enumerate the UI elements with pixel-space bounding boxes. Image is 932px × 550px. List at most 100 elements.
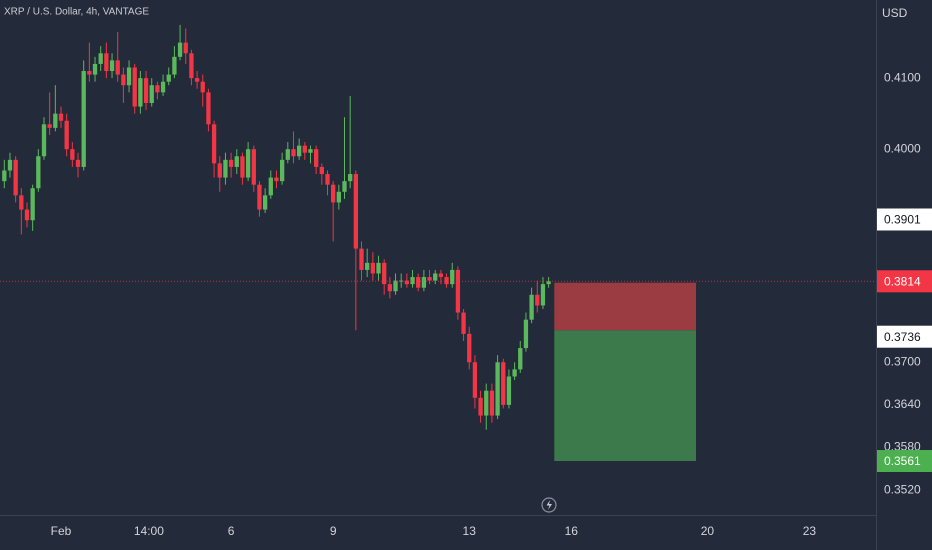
y-tick-label: 0.3520 xyxy=(884,482,921,496)
candle-body xyxy=(104,53,109,72)
candle-body xyxy=(472,362,478,398)
candle-body xyxy=(166,74,171,82)
candle-body xyxy=(155,85,160,93)
candle-body xyxy=(160,81,166,93)
candle-body xyxy=(444,277,449,285)
candle-body xyxy=(342,181,347,192)
candle-body xyxy=(450,269,455,285)
candle-body xyxy=(529,294,534,320)
candle-body xyxy=(506,376,512,405)
candle-body xyxy=(234,156,239,167)
price-badge-label: 0.3561 xyxy=(884,454,921,468)
candle-body xyxy=(365,262,370,270)
candle-body xyxy=(336,191,341,203)
x-tick-label: 23 xyxy=(803,524,817,538)
y-tick-label: 0.3640 xyxy=(884,397,921,411)
candle-body xyxy=(427,277,432,281)
candle-body xyxy=(501,362,506,405)
candle-body xyxy=(7,159,13,171)
candle-body xyxy=(302,145,307,153)
candle-body xyxy=(291,149,296,157)
x-tick-label: 14:00 xyxy=(134,524,164,538)
candle-body xyxy=(70,149,75,160)
candle-body xyxy=(399,280,404,282)
candle-body xyxy=(546,281,551,285)
candle-body xyxy=(535,294,540,306)
candle-body xyxy=(540,284,546,306)
price-badge-label: 0.3901 xyxy=(884,213,921,227)
candle-body xyxy=(143,78,149,103)
candle-body xyxy=(47,124,52,128)
candle-body xyxy=(382,262,387,285)
price-badge-label: 0.3814 xyxy=(884,274,921,288)
candle-body xyxy=(404,280,410,285)
candle-body xyxy=(348,174,353,182)
candle-body xyxy=(24,209,30,221)
candle-body xyxy=(279,159,285,182)
currency-label: USD xyxy=(882,6,908,20)
candle-body xyxy=(455,269,461,313)
candle-body xyxy=(2,170,7,182)
candle-body xyxy=(376,262,381,274)
x-tick-label: 16 xyxy=(565,524,579,538)
target-zone xyxy=(554,330,697,462)
icon-bolt[interactable] xyxy=(546,500,553,510)
candle-body xyxy=(416,277,421,288)
candle-body xyxy=(353,174,358,249)
candle-body xyxy=(438,273,444,278)
candle-body xyxy=(200,81,205,93)
candle-body xyxy=(512,369,517,377)
candle-body xyxy=(58,113,64,121)
candle-body xyxy=(387,284,393,292)
y-tick-label: 0.4000 xyxy=(884,141,921,155)
candle-body xyxy=(478,397,483,416)
x-tick-label: 9 xyxy=(330,524,337,538)
candle-body xyxy=(223,159,228,178)
candle-body xyxy=(410,277,415,285)
replay-icon[interactable] xyxy=(541,497,557,513)
candle-body xyxy=(257,184,262,210)
x-tick-label: 20 xyxy=(701,524,715,538)
candle-body xyxy=(433,273,438,281)
candle-body xyxy=(172,56,177,75)
stop-zone xyxy=(554,282,697,331)
price-badge xyxy=(877,450,932,473)
candle-body xyxy=(274,177,279,182)
candle-body xyxy=(98,53,103,64)
x-tick-label: 6 xyxy=(228,524,235,538)
candle-body xyxy=(467,333,472,363)
y-tick-label: 0.4100 xyxy=(884,70,921,84)
candle-body xyxy=(36,156,41,189)
candle-body xyxy=(319,166,324,175)
chart-title: XRP / U.S. Dollar, 4h, VANTAGE xyxy=(4,7,149,18)
candle-body xyxy=(138,78,143,107)
icon-ring[interactable] xyxy=(541,497,557,513)
candle-body xyxy=(296,145,302,157)
candle-body xyxy=(189,53,194,79)
candle-body xyxy=(87,71,92,75)
x-tick-label: Feb xyxy=(51,524,72,538)
candle-body xyxy=(194,78,200,82)
candle-body xyxy=(393,280,398,292)
candle-body xyxy=(149,85,154,103)
price-badge xyxy=(877,270,932,293)
candle-body xyxy=(484,390,489,416)
price-badge xyxy=(877,208,932,231)
candle-body xyxy=(183,42,188,54)
candle-body xyxy=(489,390,495,416)
candle-body xyxy=(461,312,466,334)
candle-body xyxy=(211,124,217,164)
candle-body xyxy=(240,156,245,178)
candle-body xyxy=(523,319,529,349)
candle-body xyxy=(92,63,98,75)
candle-body xyxy=(217,163,222,178)
candle-body xyxy=(30,188,35,221)
candle-body xyxy=(359,248,364,270)
y-tick-label: 0.3700 xyxy=(884,354,921,368)
candle-body xyxy=(75,159,81,167)
candle-body xyxy=(126,67,132,86)
candle-body xyxy=(41,124,47,157)
candle-body xyxy=(518,348,523,370)
candle-body xyxy=(109,60,115,72)
